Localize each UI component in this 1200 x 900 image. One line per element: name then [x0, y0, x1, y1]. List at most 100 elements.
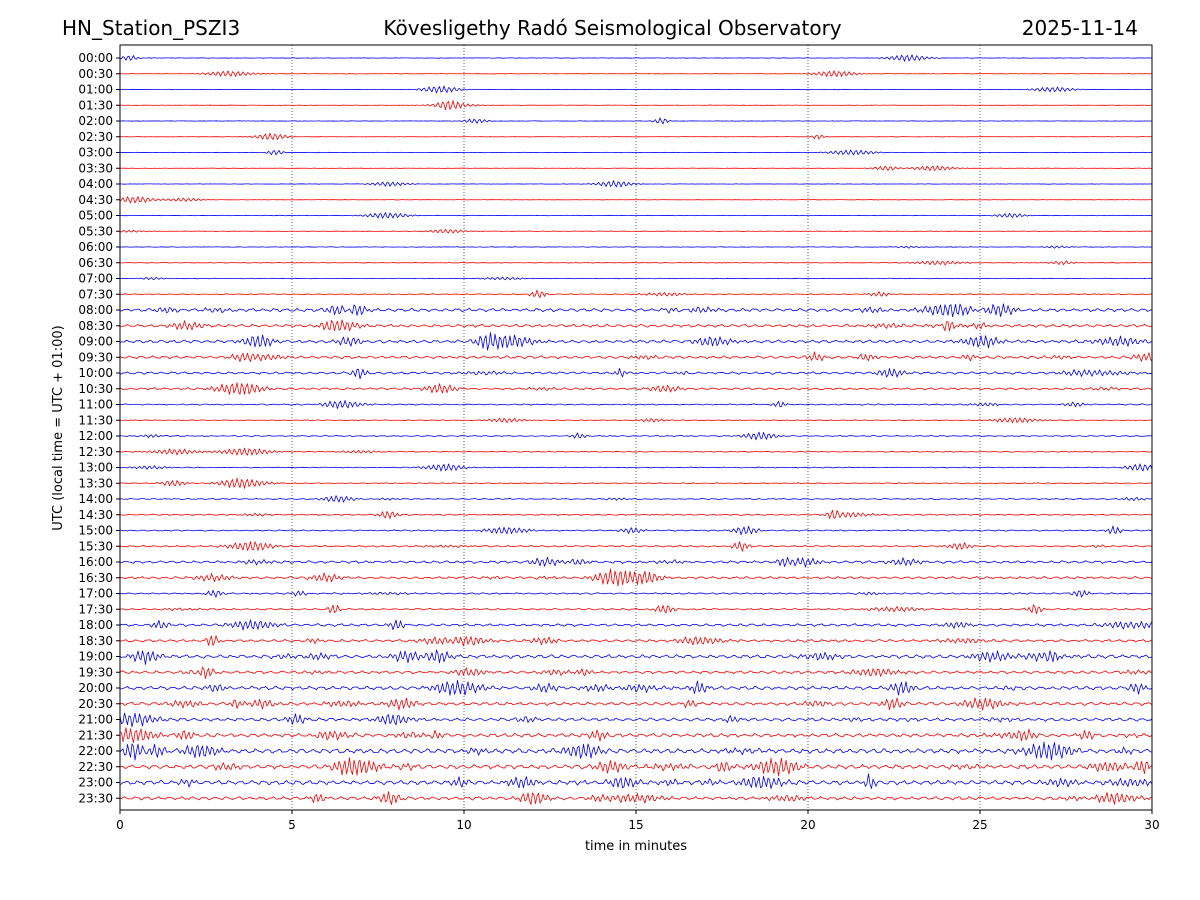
plot-frame	[119, 44, 1153, 811]
y-tick-label: 00:30	[78, 67, 113, 81]
trace-2030	[119, 697, 1153, 711]
trace-0630	[119, 260, 1153, 266]
trace-1630	[119, 568, 1153, 587]
trace-2330	[119, 791, 1153, 805]
trace-0100	[119, 85, 1153, 94]
y-tick-label: 20:30	[78, 697, 113, 711]
trace-1900	[119, 649, 1153, 665]
trace-0830	[119, 319, 1153, 332]
trace-2130	[119, 727, 1153, 743]
trace-0430	[119, 196, 1153, 204]
x-tick-label: 5	[288, 818, 296, 832]
grid	[291, 45, 981, 810]
y-tick-label: 12:00	[78, 429, 113, 443]
y-tick-label: 21:00	[78, 713, 113, 727]
trace-0200	[119, 117, 1153, 125]
y-tick-label: 11:00	[78, 398, 113, 412]
y-tick-label: 17:30	[78, 602, 113, 616]
trace-0500	[119, 212, 1153, 219]
y-tick-label: 05:00	[78, 209, 113, 223]
x-tick-label: 10	[456, 818, 471, 832]
y-tick-label: 17:00	[78, 587, 113, 601]
y-tick-label: 19:30	[78, 665, 113, 679]
trace-1500	[119, 525, 1153, 536]
chart-title: Kövesligethy Radó Seismological Observat…	[383, 16, 842, 40]
x-tick-label: 25	[972, 818, 987, 832]
trace-0000	[119, 54, 1153, 62]
y-tick-label: 02:30	[78, 130, 113, 144]
y-tick-label: 06:30	[78, 256, 113, 270]
trace-0600	[119, 245, 1153, 249]
trace-1230	[119, 447, 1153, 456]
trace-0400	[119, 180, 1153, 188]
trace-0130	[119, 100, 1153, 111]
trace-1430	[119, 509, 1153, 519]
trace-0900	[119, 332, 1153, 351]
y-tick-label: 13:30	[78, 476, 113, 490]
trace-1130	[119, 417, 1153, 424]
y-tick-label: 08:00	[78, 303, 113, 317]
trace-2230	[119, 757, 1153, 777]
x-axis-label: time in minutes	[585, 839, 687, 854]
y-tick-label: 19:00	[78, 650, 113, 664]
y-tick-label: 01:00	[78, 83, 113, 97]
x-tick-label: 15	[628, 818, 643, 832]
y-tick-label: 15:30	[78, 539, 113, 553]
y-tick-label: 00:00	[78, 51, 113, 65]
traces	[119, 54, 1153, 805]
y-tick-label: 04:30	[78, 193, 113, 207]
y-tick-label: 10:30	[78, 382, 113, 396]
trace-1100	[119, 400, 1153, 409]
y-tick-label: 20:00	[78, 681, 113, 695]
trace-0330	[119, 165, 1153, 172]
y-tick-label: 09:00	[78, 335, 113, 349]
trace-1300	[119, 463, 1153, 472]
trace-1830	[119, 635, 1153, 647]
trace-1700	[119, 589, 1153, 598]
y-tick-label: 18:00	[78, 618, 113, 632]
y-tick-label: 13:00	[78, 461, 113, 475]
y-tick-label: 16:00	[78, 555, 113, 569]
y-tick-label: 16:30	[78, 571, 113, 585]
y-tick-label: 10:00	[78, 366, 113, 380]
trace-1530	[119, 541, 1153, 552]
y-tick-label: 15:00	[78, 524, 113, 538]
trace-1800	[119, 619, 1153, 631]
trace-0300	[119, 149, 1153, 156]
x-axis-ticks: 0 5 10 15 20 25 30	[116, 810, 1160, 832]
y-tick-label: 22:30	[78, 760, 113, 774]
y-axis-label: UTC (local time = UTC + 01:00)	[51, 325, 66, 530]
y-tick-label: 22:00	[78, 744, 113, 758]
trace-1030	[119, 382, 1153, 395]
x-tick-label: 30	[1144, 818, 1159, 832]
y-tick-label: 14:30	[78, 508, 113, 522]
station-name: HN_Station_PSZI3	[62, 16, 241, 40]
trace-0930	[119, 351, 1153, 363]
trace-2200	[119, 741, 1153, 761]
chart-date: 2025-11-14	[1021, 16, 1138, 40]
y-tick-label: 23:00	[78, 776, 113, 790]
y-tick-label: 21:30	[78, 728, 113, 742]
trace-1930	[119, 666, 1153, 679]
trace-2000	[119, 679, 1153, 696]
x-tick-label: 20	[800, 818, 815, 832]
trace-0700	[119, 276, 1153, 281]
trace-1000	[119, 368, 1153, 380]
trace-1330	[119, 477, 1153, 489]
trace-0230	[119, 132, 1153, 140]
y-tick-label: 07:00	[78, 272, 113, 286]
trace-0800	[119, 303, 1153, 318]
trace-1200	[119, 431, 1153, 441]
y-tick-label: 14:00	[78, 492, 113, 506]
y-tick-label: 09:30	[78, 350, 113, 364]
y-tick-label: 06:00	[78, 240, 113, 254]
trace-0530	[119, 228, 1153, 234]
x-tick-label: 0	[116, 818, 124, 832]
trace-1730	[119, 604, 1153, 615]
trace-1600	[119, 556, 1153, 568]
y-tick-label: 08:30	[78, 319, 113, 333]
y-tick-label: 03:30	[78, 161, 113, 175]
trace-2300	[119, 773, 1153, 790]
